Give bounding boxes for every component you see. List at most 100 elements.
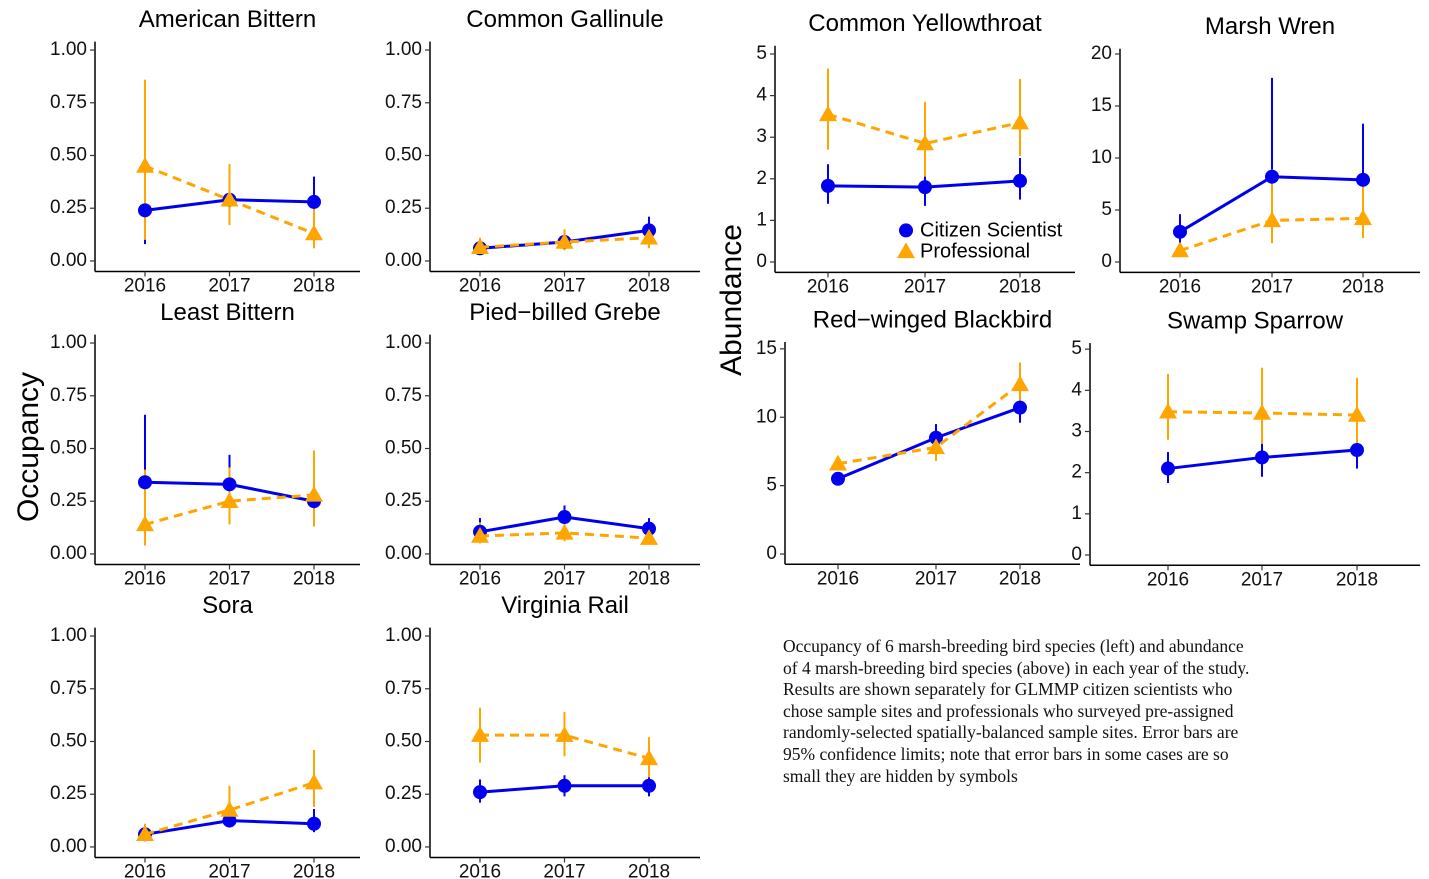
x-tick-label: 2018 <box>293 569 335 590</box>
point <box>307 816 321 831</box>
point <box>821 178 835 193</box>
x-tick-label: 2016 <box>1159 276 1201 297</box>
point <box>642 521 656 536</box>
point <box>929 430 943 445</box>
point <box>220 492 239 508</box>
point <box>305 773 323 790</box>
y-tick-label: 0.50 <box>385 438 422 459</box>
caption-line: randomly-selected spatially-balanced sam… <box>783 722 1239 743</box>
point <box>1350 443 1364 458</box>
y-tick-label: 10 <box>756 406 777 427</box>
legend-label: Professional <box>920 241 1030 263</box>
point <box>1159 402 1177 419</box>
caption-line: 95% confidence limits; note that error b… <box>783 743 1229 764</box>
y-tick-label: 0.25 <box>50 490 87 511</box>
point <box>222 813 237 828</box>
y-tick-label: 1.00 <box>385 625 422 646</box>
point <box>1356 172 1370 187</box>
y-tick-label: 15 <box>1091 95 1112 116</box>
y-tick-label: 0.00 <box>50 250 87 271</box>
x-tick-label: 2016 <box>459 862 501 879</box>
y-tick-label: 0.25 <box>385 197 422 218</box>
x-tick-label: 2018 <box>628 862 670 879</box>
panel-title: Red−winged Blackbird <box>813 306 1052 333</box>
point <box>1253 403 1271 420</box>
point <box>136 515 154 532</box>
x-tick-label: 2016 <box>1147 569 1189 590</box>
panel-title: Common Yellowthroat <box>808 10 1042 37</box>
y-tick-label: 0.25 <box>50 197 87 218</box>
point <box>557 510 572 525</box>
y-tick-label: 0 <box>756 251 767 272</box>
series-line <box>837 383 1021 466</box>
x-tick-label: 2017 <box>543 862 585 879</box>
panel-title: American Bittern <box>139 6 316 33</box>
y-tick-label: 3 <box>756 126 767 147</box>
point <box>471 238 489 254</box>
panel-title: Virginia Rail <box>501 592 629 619</box>
y-tick-label: 0.50 <box>385 145 422 166</box>
x-tick-label: 2018 <box>628 276 670 297</box>
y-tick-label: 5 <box>1101 199 1112 220</box>
series-line <box>479 236 650 249</box>
caption-line: Results are shown separately for GLMMP c… <box>783 679 1233 700</box>
y-tick-label: 4 <box>1071 379 1082 400</box>
point <box>555 232 574 249</box>
y-tick-label: 0.75 <box>385 678 422 699</box>
y-tick-label: 0.50 <box>50 145 87 166</box>
y-tick-label: 0 <box>766 543 777 564</box>
point <box>640 529 658 545</box>
point <box>1255 450 1269 465</box>
caption-line: chose sample sites and professionals who… <box>783 700 1234 721</box>
x-tick-label: 2017 <box>208 862 250 879</box>
point <box>220 801 239 817</box>
point <box>136 825 154 842</box>
panel-title: Swamp Sparrow <box>1167 307 1344 334</box>
x-tick-label: 2017 <box>904 276 946 297</box>
point <box>307 194 321 209</box>
x-tick-label: 2017 <box>1251 276 1293 297</box>
point <box>138 203 152 218</box>
point <box>471 726 489 742</box>
x-tick-label: 2016 <box>124 276 166 297</box>
y-tick-label: 20 <box>1091 43 1112 64</box>
point <box>555 523 574 540</box>
point <box>916 134 934 151</box>
y-tick-label: 0.00 <box>385 543 422 564</box>
x-tick-label: 2017 <box>208 569 250 590</box>
y-tick-label: 0.25 <box>385 490 422 511</box>
caption-line: of 4 marsh-breeding bird species (above)… <box>783 657 1250 678</box>
legend-label: Citizen Scientist <box>920 220 1063 242</box>
y-tick-label: 0.00 <box>50 543 87 564</box>
y-tick-label: 5 <box>1071 338 1082 359</box>
point <box>557 778 572 793</box>
point <box>305 485 323 502</box>
point <box>640 228 658 245</box>
y-tick-label: 1.00 <box>50 39 87 60</box>
legend-symbol <box>899 223 913 238</box>
y-tick-label: 0.25 <box>385 783 422 804</box>
x-tick-label: 2017 <box>543 569 585 590</box>
y-tick-label: 10 <box>1091 147 1112 168</box>
y-tick-label: 0.00 <box>385 836 422 857</box>
caption-line: small they are hidden by symbols <box>783 765 1018 786</box>
point <box>829 454 847 471</box>
x-tick-label: 2016 <box>124 862 166 879</box>
y-tick-label: 5 <box>766 475 777 496</box>
point <box>1173 224 1187 239</box>
y-tick-label: 3 <box>1071 421 1082 442</box>
y-tick-label: 2 <box>756 168 767 189</box>
x-tick-label: 2018 <box>293 276 335 297</box>
y-tick-label: 1.00 <box>50 625 87 646</box>
point <box>1011 113 1029 130</box>
point <box>138 475 152 490</box>
y-tick-label: 0.25 <box>50 783 87 804</box>
y-tick-label: 0.75 <box>50 678 87 699</box>
y-tick-label: 15 <box>756 338 777 359</box>
y-tick-label: 1.00 <box>385 332 422 353</box>
point <box>642 778 656 793</box>
y-axis-title: Abundance <box>715 224 748 376</box>
y-tick-label: 5 <box>756 43 767 64</box>
